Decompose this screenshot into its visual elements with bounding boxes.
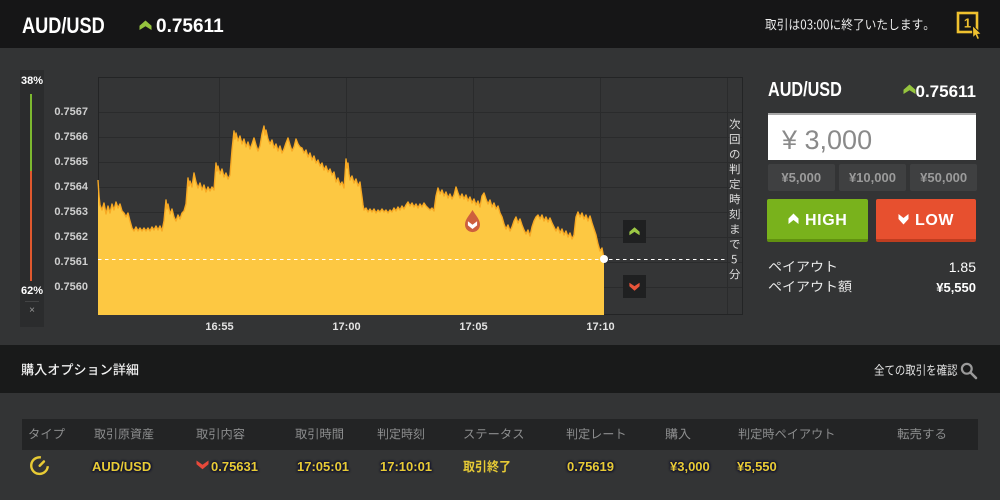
svg-text:1: 1 xyxy=(964,16,971,31)
